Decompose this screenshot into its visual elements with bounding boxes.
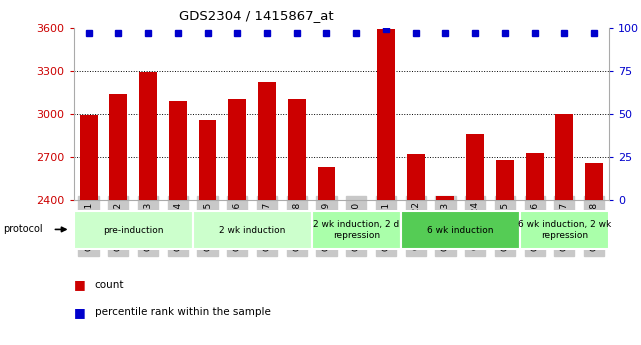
Bar: [585, 163, 603, 200]
Bar: [437, 196, 454, 200]
Bar: [228, 99, 246, 200]
Bar: [288, 99, 306, 200]
Bar: [110, 94, 127, 200]
Bar: [377, 29, 395, 200]
Text: protocol: protocol: [3, 225, 43, 234]
Bar: [401, 211, 520, 249]
Bar: [526, 152, 544, 200]
Text: 6 wk induction, 2 wk
repression: 6 wk induction, 2 wk repression: [518, 220, 611, 240]
Text: GDS2304 / 1415867_at: GDS2304 / 1415867_at: [179, 9, 334, 22]
Bar: [193, 211, 312, 249]
Text: 2 wk induction, 2 d
repression: 2 wk induction, 2 d repression: [313, 220, 399, 240]
Bar: [199, 120, 217, 200]
Text: ■: ■: [74, 278, 85, 291]
Text: count: count: [95, 280, 124, 289]
Text: pre-induction: pre-induction: [103, 226, 163, 235]
Bar: [555, 114, 573, 200]
Text: percentile rank within the sample: percentile rank within the sample: [95, 307, 271, 317]
Bar: [79, 115, 97, 200]
Bar: [139, 72, 157, 200]
Bar: [466, 134, 484, 200]
Text: 6 wk induction: 6 wk induction: [427, 226, 494, 235]
Bar: [74, 211, 193, 249]
Bar: [407, 154, 424, 200]
Text: 2 wk induction: 2 wk induction: [219, 226, 285, 235]
Bar: [520, 211, 609, 249]
Text: ■: ■: [74, 306, 85, 319]
Bar: [317, 167, 335, 200]
Bar: [258, 82, 276, 200]
Bar: [496, 160, 514, 200]
Bar: [169, 101, 187, 200]
Bar: [312, 211, 401, 249]
